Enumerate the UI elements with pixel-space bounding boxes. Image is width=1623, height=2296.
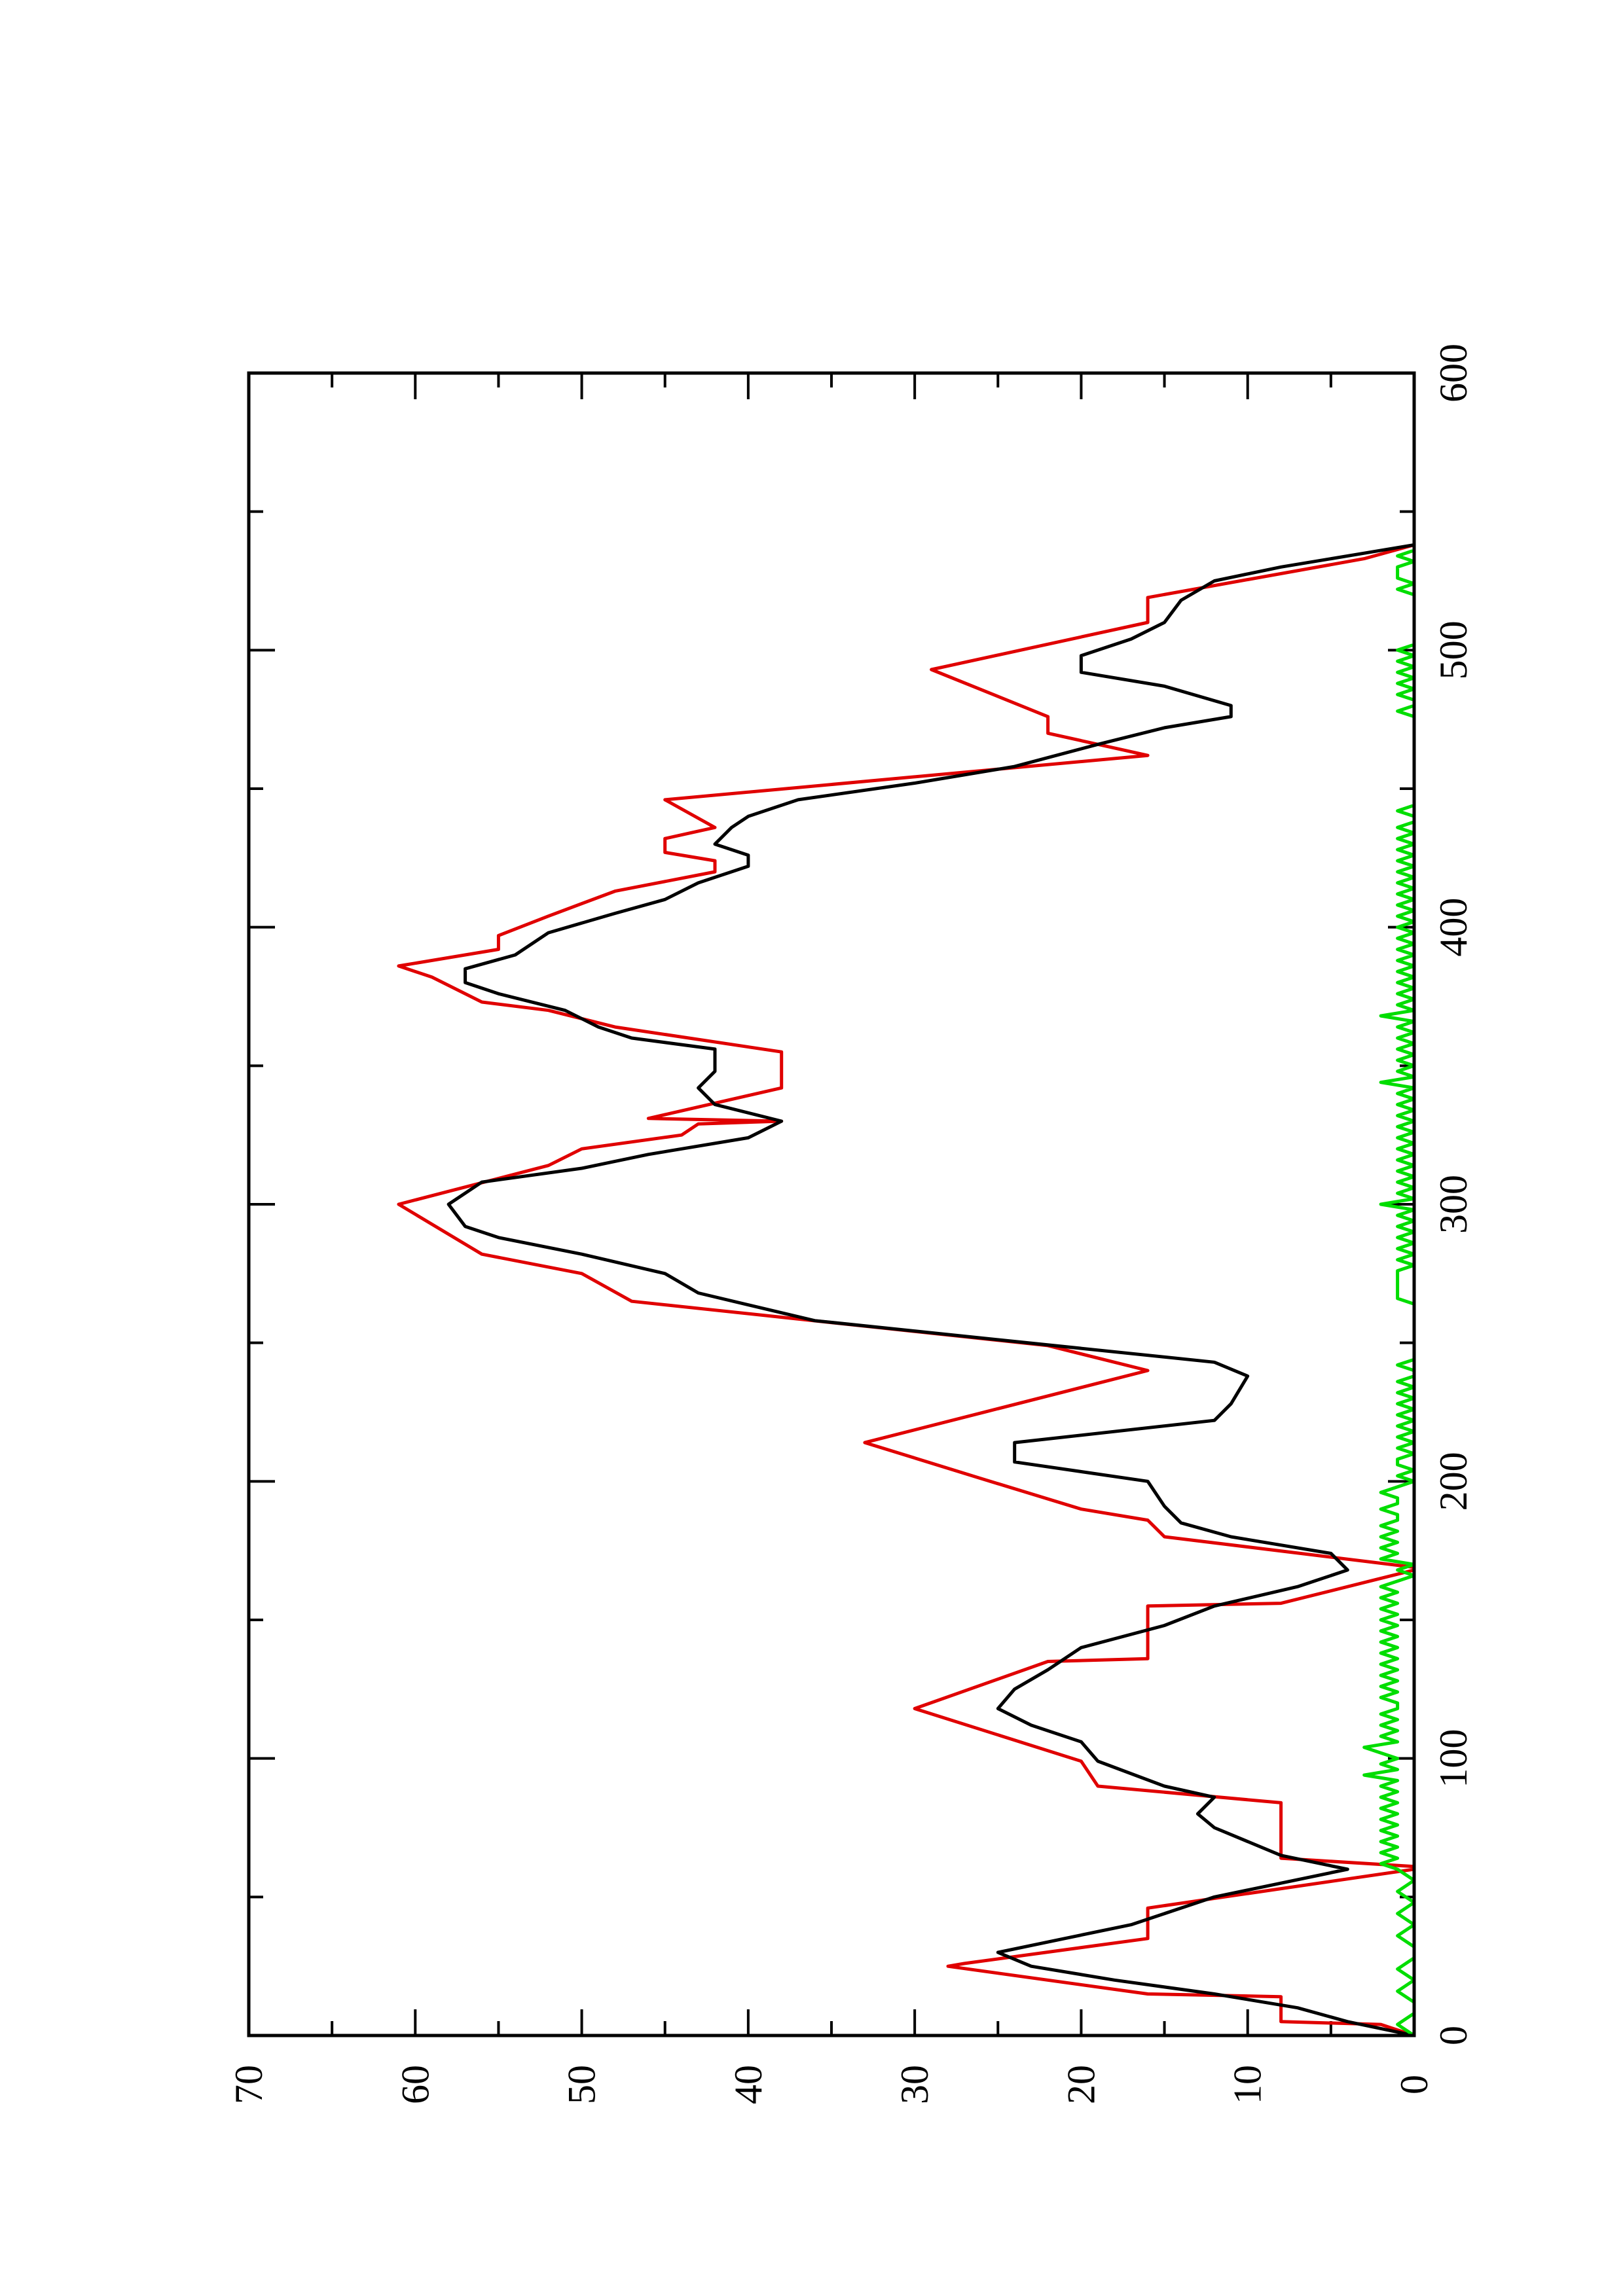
x-tick-label: 0 <box>1432 2026 1475 2045</box>
y-tick-label: 0 <box>1393 2075 1436 2094</box>
y-tick-label: 30 <box>893 2065 936 2104</box>
x-tick-label: 400 <box>1432 898 1475 957</box>
x-tick-label: 500 <box>1432 620 1475 679</box>
x-tick-label: 200 <box>1432 1452 1475 1511</box>
plot-frame <box>247 371 1416 2037</box>
y-tick-label: 50 <box>560 2065 604 2104</box>
y-tick-label: 70 <box>227 2065 270 2104</box>
series-line-1 <box>397 543 1416 2037</box>
y-tick-label: 20 <box>1059 2065 1103 2104</box>
x-tick-label: 600 <box>1432 344 1475 403</box>
y-tick-label: 10 <box>1226 2065 1269 2104</box>
series-line-3 <box>1362 545 1416 2037</box>
y-tick-label: 60 <box>393 2065 437 2104</box>
x-tick-label: 100 <box>1432 1729 1475 1788</box>
y-tick-label: 40 <box>727 2065 770 2104</box>
x-tick-label: 300 <box>1432 1175 1475 1234</box>
series-line-2 <box>447 543 1415 2037</box>
series-lines <box>397 543 1416 2037</box>
axis-ticks <box>247 372 1415 2037</box>
tick-labels: 0 100 200 300 400 500 600 0 10 20 30 40 50 60 70 <box>227 344 1475 2104</box>
